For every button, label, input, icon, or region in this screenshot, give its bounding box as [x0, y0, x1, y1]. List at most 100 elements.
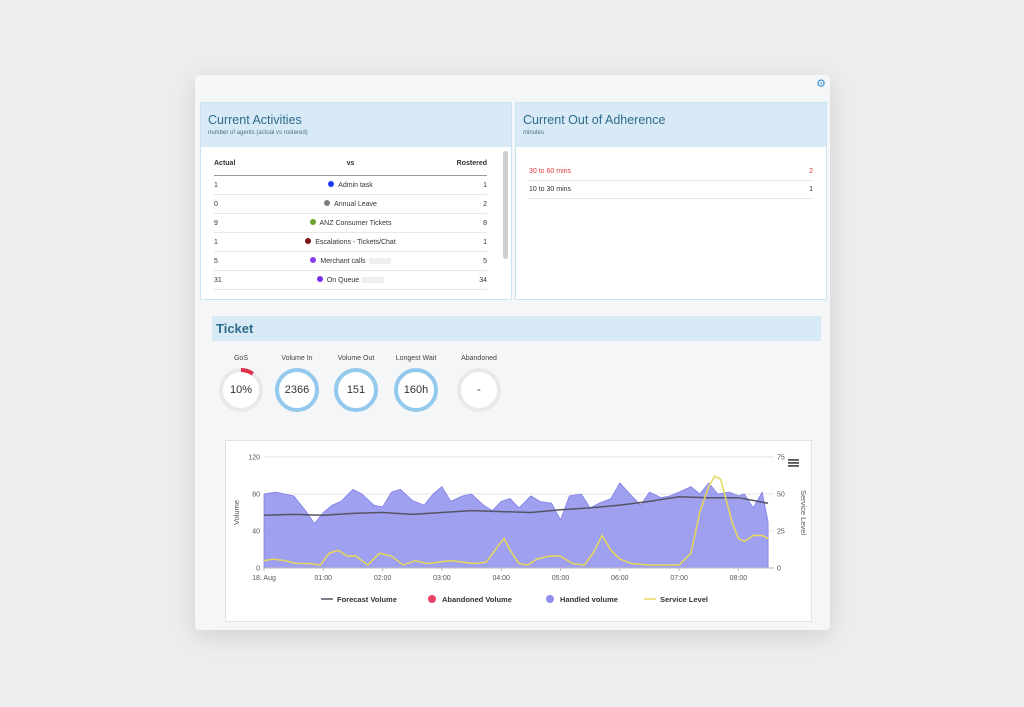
activity-row: 0 Annual Leave 2: [214, 195, 487, 214]
header-vs: vs: [346, 160, 355, 167]
out-of-adherence-panel: Current Out of Adherence minutes 30 to 6…: [515, 102, 827, 300]
kpi-abandoned: Abandoned -: [449, 355, 509, 412]
activity-name: Merchant calls: [274, 257, 427, 265]
activity-actual: 0: [214, 200, 218, 208]
activity-color-dot: [309, 219, 316, 225]
kpi-value: 10%: [229, 384, 253, 396]
legend-label: Forecast Volume: [337, 595, 397, 604]
y-tick-label: 40: [252, 529, 260, 536]
current-activities-title: Current Activities: [208, 113, 302, 127]
legend-symbol: [546, 595, 554, 603]
kpi-value: 151: [346, 384, 366, 396]
ticket-title: Ticket: [216, 321, 254, 336]
kpi-volume-out: Volume Out 151: [326, 355, 386, 412]
y-tick-label: 80: [252, 492, 260, 499]
activity-rostered: 1: [483, 238, 487, 246]
activities-scrollbar[interactable]: [503, 151, 508, 259]
activity-color-dot: [305, 238, 312, 244]
activity-row: 1 Admin task 1: [214, 176, 487, 195]
kpi-label: Longest Wait: [395, 355, 437, 362]
activities-table-header: Actual vs Rostered: [214, 160, 487, 176]
kpi-ring: 2366: [275, 368, 319, 412]
activity-label: Annual Leave: [334, 201, 377, 208]
y2-tick-label: 75: [777, 455, 785, 462]
kpi-gos: GoS 10%: [211, 355, 271, 412]
current-activities-subtitle: number of agents (actual vs rostered): [208, 130, 308, 136]
activity-name: Escalations - Tickets/Chat: [274, 238, 427, 246]
activity-actual: 1: [214, 238, 218, 246]
x-tick-label: 18. Aug: [252, 575, 276, 582]
kpi-value: -: [477, 384, 481, 396]
activity-actual: 9: [214, 219, 218, 227]
activity-name: On Queue: [274, 276, 427, 284]
activity-row: 5 Merchant calls 5: [214, 252, 487, 271]
activity-label: Escalations - Tickets/Chat: [315, 239, 396, 246]
gear-icon[interactable]: ⚙: [816, 78, 826, 90]
redacted-text: [362, 277, 385, 283]
gos-progress-arc: [240, 368, 254, 376]
service-level-line: [263, 475, 769, 567]
x-tick-label: 02:00: [374, 575, 392, 582]
activity-name: Annual Leave: [274, 200, 427, 208]
adherence-label: 10 to 30 mins: [529, 186, 572, 193]
activity-rostered: 1: [483, 181, 487, 189]
kpi-ring: 10%: [219, 368, 263, 412]
activity-actual: 5: [214, 257, 218, 265]
activity-actual: 31: [214, 276, 222, 284]
activity-color-dot: [310, 257, 317, 263]
activities-table: Actual vs Rostered 1 Admin task 1 0 Annual L…: [214, 160, 487, 290]
out-of-adherence-header: Current Out of Adherence minutes: [516, 103, 826, 147]
adherence-value: 2: [809, 168, 813, 175]
adherence-value: 1: [809, 186, 813, 193]
legend-label: Abandoned Volume: [442, 595, 512, 604]
activity-rostered: 5: [483, 257, 487, 265]
activity-label: Admin task: [338, 182, 373, 189]
hamburger-menu-icon: [788, 465, 799, 467]
hamburger-menu-icon: [788, 459, 799, 461]
y-axis-title: Volume: [232, 500, 241, 525]
legend-label: Service Level: [660, 595, 708, 604]
kpi-longest-wait: Longest Wait 160h: [386, 355, 446, 412]
x-tick-label: 04:00: [492, 575, 510, 582]
kpi-volume-in: Volume In 2366: [267, 355, 327, 412]
activity-rostered: 8: [483, 219, 487, 227]
forecast-volume-line: [263, 496, 769, 517]
current-activities-panel: Current Activities number of agents (act…: [200, 102, 512, 300]
redacted-text: [368, 258, 391, 264]
x-tick-label: 03:00: [433, 575, 451, 582]
ticket-section-header: Ticket: [212, 316, 821, 341]
adherence-label: 30 to 60 mins: [529, 168, 572, 175]
kpi-value: 2366: [284, 384, 310, 396]
legend-label: Handled volume: [560, 595, 618, 604]
header-rostered: Rostered: [456, 160, 487, 167]
activity-name: ANZ Consumer Tickets: [274, 219, 427, 227]
x-tick-label: 05:00: [552, 575, 570, 582]
x-tick-label: 01:00: [315, 575, 333, 582]
volume-chart-svg: 0 40 80 120 0 25 50 75 18. Aug 01:00 02:00 03:00 04:…: [232, 455, 808, 605]
adherence-row: 10 to 30 mins 1: [529, 181, 813, 199]
kpi-label: Abandoned: [461, 355, 497, 362]
activity-color-dot: [316, 276, 323, 282]
activity-rostered: 2: [483, 200, 487, 208]
activity-label: On Queue: [326, 277, 360, 284]
activity-label: Merchant calls: [320, 258, 366, 265]
y-tick-label: 0: [256, 566, 260, 573]
activity-color-dot: [328, 181, 335, 187]
kpi-label: GoS: [233, 355, 248, 362]
activity-name: Admin task: [274, 181, 427, 189]
kpi-value: 160h: [403, 384, 429, 396]
x-tick-label: 06:00: [611, 575, 629, 582]
y-tick-label: 120: [248, 455, 260, 462]
volume-chart: 0 40 80 120 0 25 50 75 18. Aug 01:00 02:00 03:00 04:…: [225, 440, 812, 622]
activity-row: 31 On Queue 34: [214, 271, 487, 290]
header-actual: Actual: [214, 160, 236, 167]
kpi-ring: 160h: [394, 368, 438, 412]
current-activities-header: Current Activities number of agents (act…: [201, 103, 511, 147]
y2-tick-label: 50: [777, 492, 785, 499]
kpi-label: Volume In: [281, 355, 313, 362]
adherence-row: 30 to 60 mins 2: [529, 163, 813, 181]
activity-color-dot: [324, 200, 331, 206]
out-of-adherence-title: Current Out of Adherence: [523, 113, 666, 127]
activity-label: ANZ Consumer Tickets: [319, 220, 392, 227]
x-tick-label: 08:00: [730, 575, 748, 582]
